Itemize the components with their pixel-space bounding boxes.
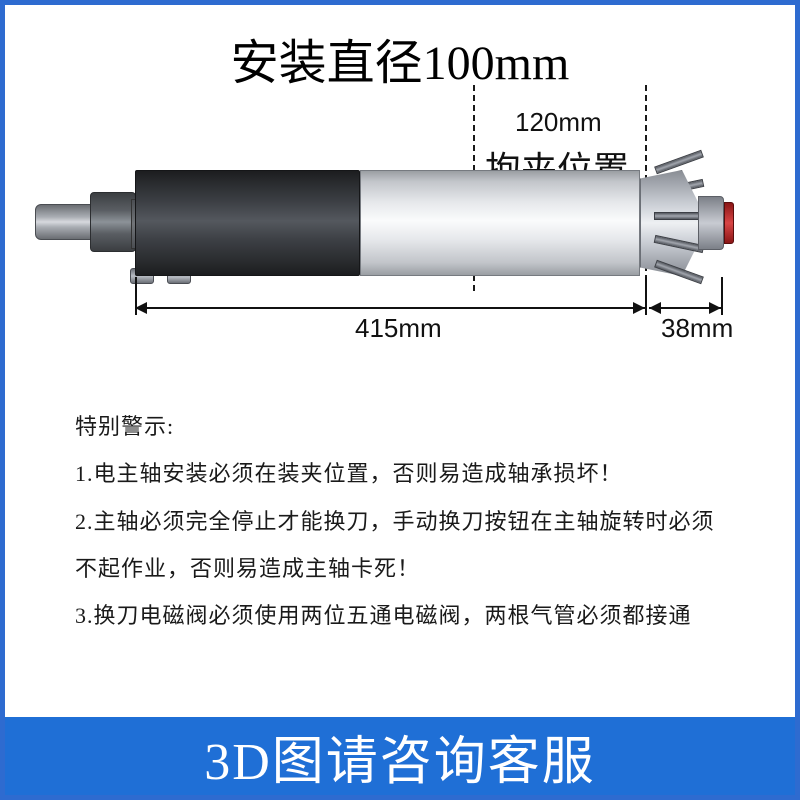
warning-block: 特别警示: 1.电主轴安装必须在装夹位置，否则易造成轴承损坏！ 2.主轴必须完全… (75, 403, 735, 639)
warning-line: 3.换刀电磁阀必须使用两位五通电磁阀，两根气管必须都接通 (75, 592, 735, 639)
spindle-diagram: 120mm 抱夹位置 415mm (25, 85, 785, 365)
rear-cable (35, 204, 95, 240)
footer-text: 3D图请咨询客服 (204, 719, 596, 794)
rear-connector (90, 192, 136, 252)
nose-cone (640, 160, 730, 286)
warning-line: 1.电主轴安装必须在装夹位置，否则易造成轴承损坏！ (75, 450, 735, 497)
white-body (360, 170, 640, 276)
fin (654, 212, 704, 220)
tip (698, 196, 724, 250)
dim-tick-tip (721, 277, 723, 315)
dark-housing (135, 170, 360, 276)
dim-total-length: 415mm (355, 313, 442, 344)
outer-frame: 安装直径100mm 120mm 抱夹位置 (0, 0, 800, 800)
dim-total-length-line (135, 307, 645, 309)
warning-line: 不起作业，否则易造成主轴卡死！ (75, 545, 735, 592)
dim-tick-right (645, 277, 647, 315)
dim-tip-line (649, 307, 721, 309)
dim-tip-length: 38mm (661, 313, 733, 344)
red-face (724, 202, 734, 244)
warning-line: 2.主轴必须完全停止才能换刀，手动换刀按钮在主轴旋转时必须 (75, 498, 735, 545)
spindle-assembly (35, 160, 775, 290)
page-title: 安装直径100mm (231, 23, 570, 93)
footer-bar: 3D图请咨询客服 (5, 717, 795, 795)
dim-clamp-width: 120mm (515, 107, 602, 138)
warning-heading: 特别警示: (75, 403, 735, 450)
